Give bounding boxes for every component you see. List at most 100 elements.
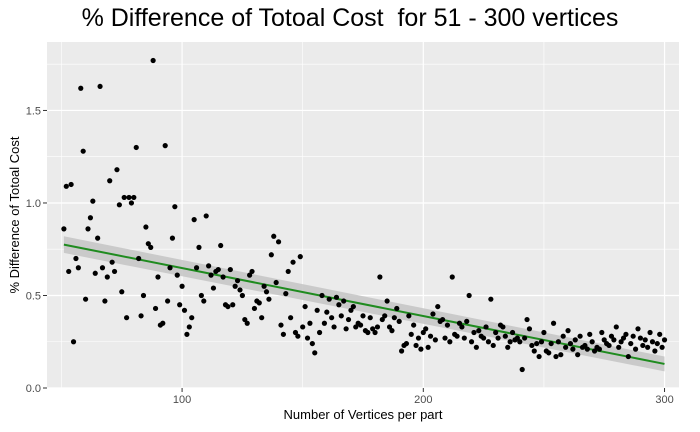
data-point [459,324,465,330]
data-point [555,339,561,345]
data-point [348,307,354,313]
y-tick-label: 0.5 [26,290,41,302]
data-point [237,287,243,293]
data-point [193,265,200,271]
data-point [85,226,91,232]
data-point [584,346,590,352]
data-point [275,239,282,245]
data-point [239,292,245,299]
data-point [189,315,195,321]
data-point [476,328,482,334]
data-point [394,305,400,312]
data-point [114,167,120,173]
data-point [628,340,634,347]
data-point [307,320,313,326]
data-point [124,315,130,321]
data-point [268,252,274,258]
data-point [637,335,644,341]
data-point [336,302,342,308]
data-point [126,194,132,201]
data-point [319,292,325,299]
data-point [623,331,629,337]
data-point [616,344,622,350]
data-point [345,316,352,323]
data-point [75,265,81,271]
data-point [292,329,299,336]
data-point [203,213,209,219]
data-point [379,316,385,323]
y-tick-label: 1.5 [26,105,41,117]
data-point [66,268,72,275]
data-point [613,324,619,330]
data-point [155,274,161,280]
data-point [206,263,212,269]
data-point [82,296,89,302]
data-point [360,313,366,319]
data-point [546,350,552,356]
data-point [517,339,523,345]
data-point [278,322,284,328]
data-point [468,339,475,345]
data-point [109,259,115,265]
data-point [632,346,639,352]
data-point [288,315,294,321]
data-point [271,233,277,239]
data-point [411,322,417,328]
data-point [418,346,424,352]
data-point [162,143,168,149]
data-point [386,324,393,330]
data-point [567,340,574,347]
data-point [524,316,530,323]
data-point [500,324,506,330]
trend-line-layer [63,243,665,365]
data-point [285,268,291,275]
data-point [116,202,122,208]
data-point [104,274,110,280]
data-point [473,344,479,350]
data-point [121,194,127,201]
data-point [198,292,204,299]
data-point [99,265,106,271]
data-point [333,294,340,300]
data-point [493,329,499,336]
data-point [456,320,463,326]
data-point [283,291,289,297]
data-point [331,324,337,330]
data-point [575,352,581,358]
data-point [550,320,557,326]
data-point [302,303,308,310]
data-point [350,303,356,310]
y-tick-label: 0.0 [26,383,41,395]
data-point [406,313,412,319]
data-point [343,326,349,332]
data-point [338,313,344,319]
data-point [220,274,226,280]
data-point [128,200,135,206]
data-point [210,285,217,291]
data-point [309,340,315,347]
x-axis-title: Number of Vertices per part [284,407,443,422]
data-point [70,339,77,345]
data-point [227,266,233,273]
data-point [541,329,547,336]
data-point [295,333,301,339]
data-point [140,292,147,299]
data-point [396,318,402,324]
data-point [119,289,125,295]
data-point [297,254,303,260]
data-point [389,328,395,334]
data-point [553,353,559,360]
data-point [242,316,248,323]
data-point [471,329,477,336]
x-tick-label: 100 [173,394,191,406]
data-point [218,242,224,249]
data-point [507,339,513,345]
data-point [145,241,151,247]
data-point [415,335,422,341]
data-point [447,339,453,345]
data-point [647,329,653,336]
data-point [652,348,658,354]
data-point [68,181,74,188]
data-point [522,335,528,341]
